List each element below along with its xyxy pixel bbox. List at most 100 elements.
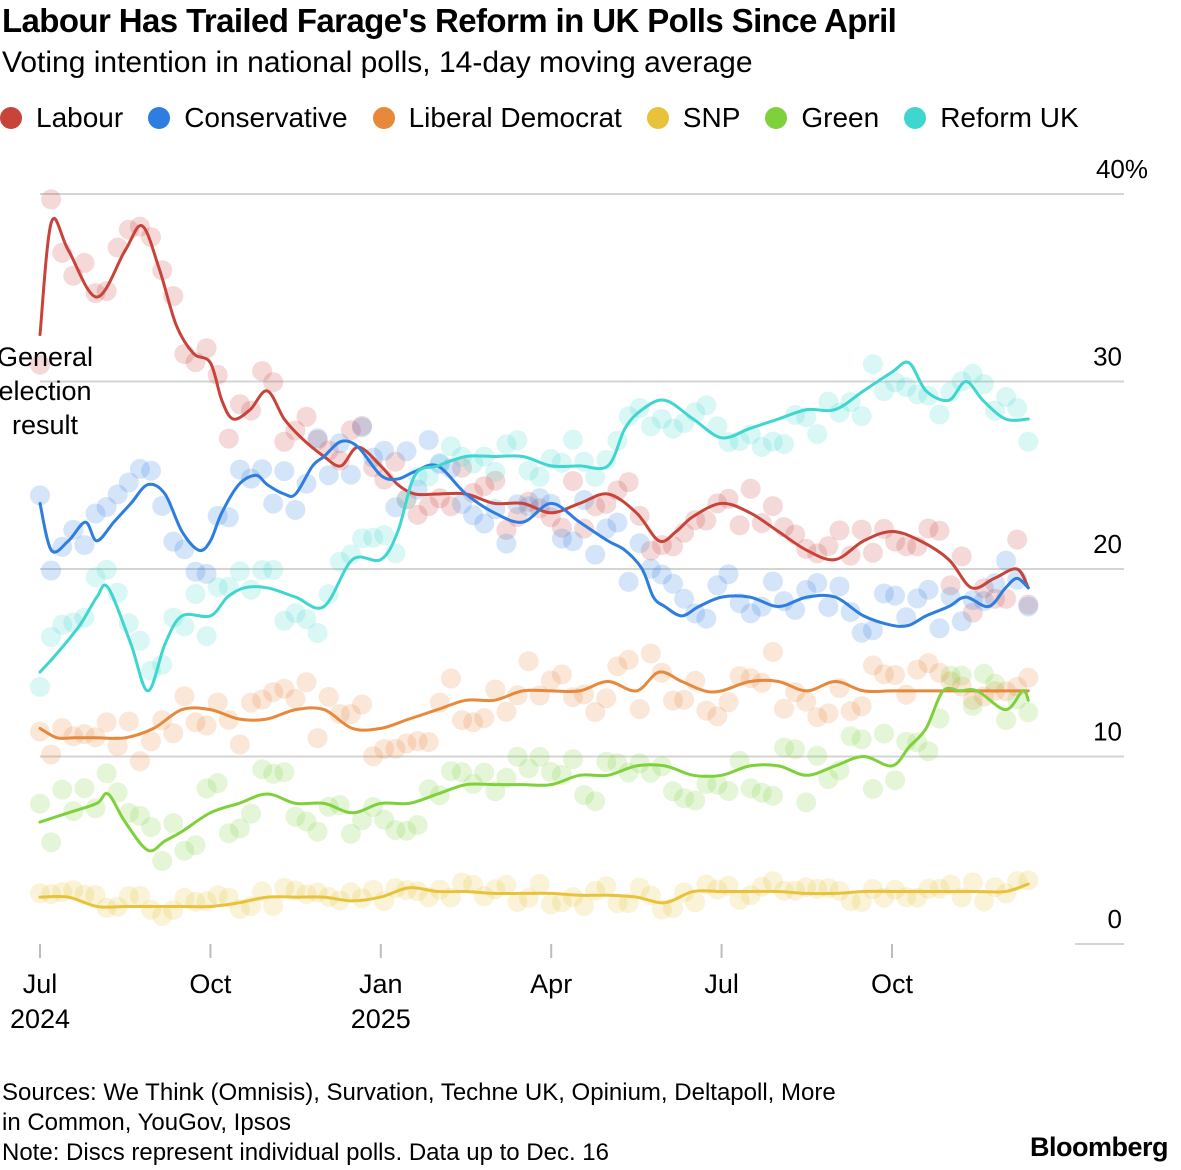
poll-disc bbox=[263, 896, 284, 916]
poll-disc bbox=[85, 567, 106, 588]
poll-disc bbox=[940, 671, 961, 692]
poll-disc bbox=[940, 665, 961, 686]
legend-item-reform-uk: Reform UK bbox=[904, 102, 1079, 134]
poll-disc bbox=[496, 701, 517, 722]
poll-disc bbox=[396, 733, 417, 754]
poll-disc bbox=[885, 665, 906, 685]
poll-disc bbox=[418, 732, 439, 752]
poll-disc bbox=[751, 596, 772, 617]
poll-disc bbox=[574, 785, 595, 805]
poll-disc bbox=[96, 559, 117, 580]
poll-disc bbox=[507, 430, 528, 451]
poll-disc bbox=[751, 672, 772, 693]
poll-disc bbox=[796, 691, 817, 712]
poll-disc bbox=[307, 728, 328, 749]
poll-disc bbox=[874, 664, 894, 685]
poll-disc bbox=[107, 237, 128, 258]
poll-disc bbox=[440, 668, 461, 689]
poll-disc bbox=[862, 655, 883, 676]
poll-disc bbox=[585, 791, 606, 812]
poll-disc bbox=[274, 877, 295, 898]
poll-disc bbox=[907, 659, 928, 680]
poll-disc bbox=[141, 899, 161, 920]
poll-disc bbox=[696, 774, 717, 794]
poll-disc bbox=[962, 690, 983, 710]
chart-title: Labour Has Trailed Farage's Reform in UK… bbox=[2, 2, 897, 39]
legend-label: Conservative bbox=[184, 102, 348, 133]
poll-disc bbox=[985, 673, 1005, 694]
poll-disc bbox=[529, 873, 550, 894]
poll-disc bbox=[663, 536, 683, 557]
poll-discs-snp bbox=[30, 870, 1039, 926]
poll-disc bbox=[241, 468, 261, 489]
poll-disc bbox=[30, 793, 50, 814]
poll-disc bbox=[918, 385, 939, 406]
poll-disc bbox=[551, 664, 572, 685]
poll-disc bbox=[41, 744, 62, 765]
poll-disc bbox=[629, 753, 650, 774]
poll-disc bbox=[707, 706, 728, 727]
poll-disc bbox=[707, 416, 728, 437]
poll-disc bbox=[440, 761, 461, 782]
y-tick-label: 20 bbox=[1093, 529, 1122, 559]
poll-disc bbox=[352, 417, 372, 438]
poll-disc bbox=[840, 891, 861, 912]
poll-disc bbox=[496, 533, 517, 554]
poll-disc bbox=[352, 415, 372, 436]
poll-disc bbox=[218, 428, 239, 449]
poll-disc bbox=[340, 464, 361, 485]
poll-disc bbox=[241, 803, 261, 824]
poll-disc bbox=[929, 618, 950, 639]
poll-disc bbox=[551, 528, 572, 549]
poll-disc bbox=[918, 518, 939, 539]
poll-disc bbox=[274, 762, 295, 783]
poll-discs-liberal-democrat bbox=[30, 641, 1039, 772]
poll-disc bbox=[141, 460, 161, 481]
poll-disc bbox=[885, 372, 906, 393]
poll-disc bbox=[207, 773, 228, 794]
x-tick-year: 2025 bbox=[351, 1004, 411, 1034]
legend-item-snp: SNP bbox=[646, 102, 740, 134]
poll-disc bbox=[918, 579, 939, 600]
poll-disc bbox=[41, 884, 62, 905]
poll-disc bbox=[296, 811, 317, 832]
poll-disc bbox=[762, 431, 783, 452]
poll-disc bbox=[962, 695, 983, 716]
poll-disc bbox=[951, 665, 972, 686]
poll-disc bbox=[740, 778, 761, 799]
poll-disc bbox=[874, 381, 894, 401]
poll-disc bbox=[185, 712, 206, 733]
poll-disc bbox=[596, 518, 617, 539]
poll-discs-green bbox=[30, 663, 1039, 871]
poll-disc bbox=[474, 513, 495, 534]
poll-disc bbox=[385, 738, 406, 759]
poll-disc bbox=[96, 497, 117, 517]
poll-disc bbox=[63, 519, 84, 540]
poll-disc bbox=[285, 603, 306, 624]
poll-disc bbox=[940, 575, 961, 596]
legend-item-labour: Labour bbox=[0, 102, 123, 134]
poll-disc bbox=[563, 749, 583, 770]
poll-disc bbox=[929, 662, 950, 683]
poll-disc bbox=[496, 519, 517, 540]
legend-item-conservative: Conservative bbox=[148, 102, 348, 134]
poll-disc bbox=[885, 770, 906, 791]
poll-disc bbox=[907, 588, 928, 609]
poll-disc bbox=[996, 710, 1017, 730]
bloomberg-logo: Bloomberg bbox=[1030, 1132, 1169, 1162]
poll-disc bbox=[229, 561, 250, 582]
poll-disc bbox=[307, 428, 328, 449]
poll-disc bbox=[696, 700, 717, 721]
poll-disc bbox=[285, 880, 306, 901]
poll-disc bbox=[229, 734, 250, 755]
poll-disc bbox=[296, 473, 317, 494]
poll-disc bbox=[729, 666, 750, 687]
poll-disc bbox=[640, 643, 661, 664]
poll-disc bbox=[540, 894, 561, 915]
poll-disc bbox=[352, 694, 372, 715]
poll-disc bbox=[163, 607, 184, 628]
poll-disc bbox=[129, 751, 150, 772]
poll-disc bbox=[374, 440, 395, 461]
poll-disc bbox=[885, 531, 906, 552]
poll-disc bbox=[840, 545, 861, 566]
